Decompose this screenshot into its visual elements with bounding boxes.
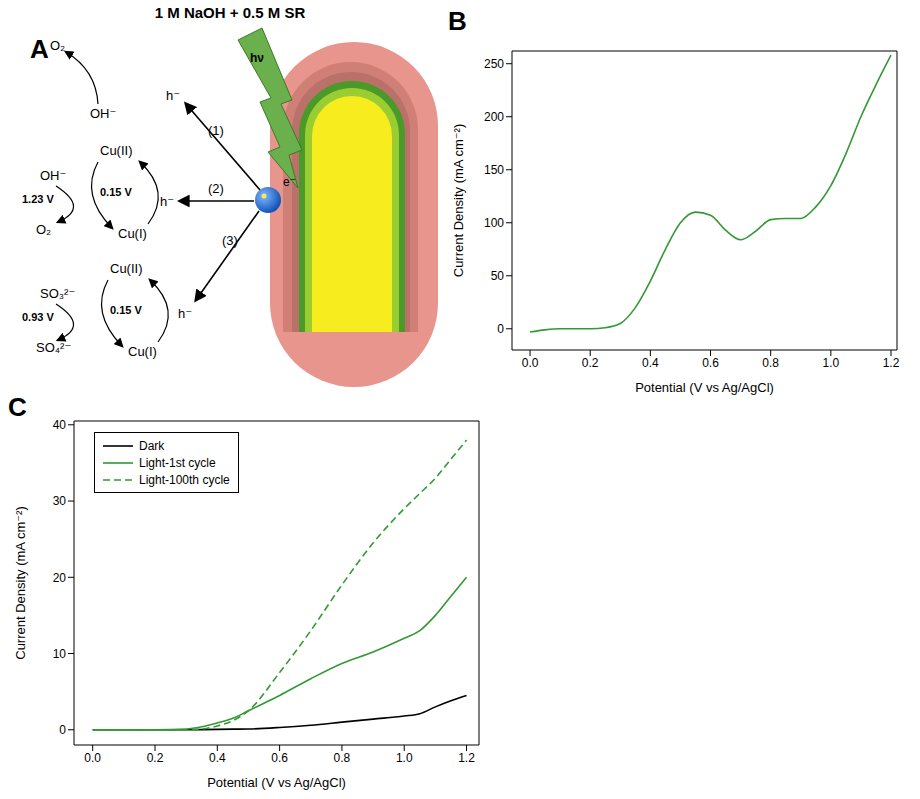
svg-text:0.2: 0.2: [582, 356, 599, 370]
svg-text:0: 0: [497, 322, 504, 336]
svg-text:Cu(I): Cu(I): [118, 226, 147, 241]
svg-text:0: 0: [59, 723, 66, 737]
svg-text:20: 20: [53, 571, 67, 585]
svg-text:A: A: [30, 34, 49, 64]
svg-text:1.0: 1.0: [822, 356, 839, 370]
svg-text:250: 250: [484, 57, 504, 71]
svg-text:0.4: 0.4: [642, 356, 659, 370]
svg-text:0.2: 0.2: [147, 751, 164, 765]
svg-text:0.0: 0.0: [522, 356, 539, 370]
html-text:C: C: [8, 392, 27, 422]
svg-text:h⁻: h⁻: [178, 306, 192, 321]
svg-text:Current Density (mA cm⁻²): Current Density (mA cm⁻²): [13, 506, 28, 660]
svg-text:1.0: 1.0: [396, 751, 413, 765]
svg-text:1.23 V: 1.23 V: [22, 193, 54, 205]
svg-text:hν: hν: [250, 51, 264, 65]
svg-text:SO₄²⁻: SO₄²⁻: [36, 340, 71, 355]
svg-text:OH⁻: OH⁻: [90, 106, 116, 121]
svg-text:100: 100: [484, 216, 504, 230]
svg-text:40: 40: [53, 418, 67, 432]
svg-text:0.0: 0.0: [84, 751, 101, 765]
svg-text:(3): (3): [222, 233, 238, 248]
svg-text:1.2: 1.2: [883, 356, 900, 370]
svg-text:150: 150: [484, 163, 504, 177]
svg-text:Potential (V vs Ag/AgCl): Potential (V vs Ag/AgCl): [207, 775, 346, 790]
html-text:B: B: [448, 6, 467, 36]
svg-text:Current Density (mA cm⁻²): Current Density (mA cm⁻²): [451, 124, 466, 278]
svg-text:30: 30: [53, 494, 67, 508]
svg-text:200: 200: [484, 110, 504, 124]
html-text:Light-1st cycle: Light-1st cycle: [139, 455, 216, 470]
svg-text:0.6: 0.6: [702, 356, 719, 370]
html-text:Dark: Dark: [139, 438, 165, 453]
svg-text:0.8: 0.8: [762, 356, 779, 370]
svg-text:OH⁻: OH⁻: [40, 168, 66, 183]
svg-text:0.8: 0.8: [334, 751, 351, 765]
svg-text:0.4: 0.4: [209, 751, 226, 765]
svg-text:0.15 V: 0.15 V: [100, 186, 132, 198]
html-text:Light-100th cycle: Light-100th cycle: [139, 472, 230, 487]
svg-text:h⁻: h⁻: [166, 88, 180, 103]
svg-text:O₂: O₂: [50, 38, 65, 53]
svg-text:Cu(II): Cu(II): [110, 261, 143, 276]
svg-text:e⁻: e⁻: [283, 175, 296, 189]
svg-text:0.15 V: 0.15 V: [110, 304, 142, 316]
svg-text:(1): (1): [208, 123, 224, 138]
svg-text:10: 10: [53, 647, 67, 661]
svg-text:0.6: 0.6: [271, 751, 288, 765]
svg-text:Cu(II): Cu(II): [100, 143, 133, 158]
svg-text:h⁻: h⁻: [160, 194, 174, 209]
svg-text:(2): (2): [208, 181, 224, 196]
svg-text:Potential (V vs Ag/AgCl): Potential (V vs Ag/AgCl): [635, 380, 774, 395]
svg-text:SO₃²⁻: SO₃²⁻: [40, 286, 75, 301]
svg-text:1.2: 1.2: [458, 751, 475, 765]
svg-text:O₂: O₂: [36, 222, 51, 237]
svg-text:Cu(I): Cu(I): [128, 344, 157, 359]
svg-text:50: 50: [491, 269, 505, 283]
svg-text:0.93 V: 0.93 V: [22, 311, 54, 323]
svg-text:1 M NaOH + 0.5 M SR: 1 M NaOH + 0.5 M SR: [155, 4, 306, 21]
